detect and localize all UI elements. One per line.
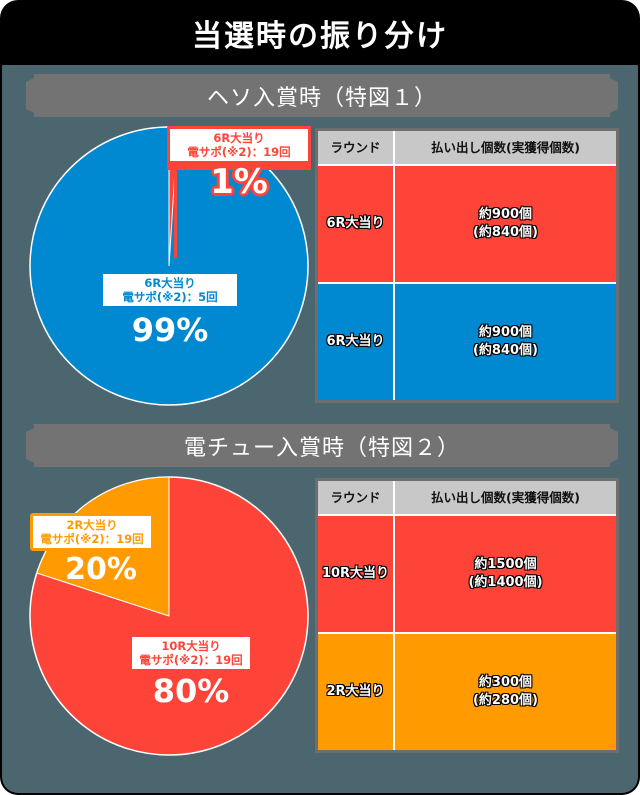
slice-label-1-line2: 電サポ(※2)：19回 xyxy=(187,145,291,159)
slice-label-20-line1: 2R大当り xyxy=(66,518,118,532)
slice-label-80-line2: 電サポ(※2)：19回 xyxy=(139,653,243,667)
table-row: 6R大当り 約900個 (約840個) xyxy=(318,282,616,400)
table-row: 2R大当り 約300個 (約280個) xyxy=(318,632,616,750)
slice-label-99-line2: 電サポ(※2)：5回 xyxy=(122,290,218,304)
section-banner-denchu: 電チュー入賞時（特図２） xyxy=(26,424,618,467)
slice-label-99-line1: 6R大当り xyxy=(144,276,196,290)
slice-percent-80: 80% xyxy=(152,672,230,710)
section-banner-heso: ヘソ入賞時（特図１） xyxy=(26,74,618,117)
header-round: ラウンド xyxy=(318,481,395,514)
header-payout: 払い出し個数(実獲得個数) xyxy=(395,481,616,514)
table-row: 6R大当り 約900個 (約840個) xyxy=(318,164,616,282)
payout-table-denchu: ラウンド 払い出し個数(実獲得個数) 10R大当り 約1500個 (約1400個… xyxy=(315,478,619,753)
pie-chart-denchu: 2R大当り 電サポ(※2)：19回 20% 10R大当り 電サポ(※2)：19回… xyxy=(29,476,309,756)
cell-round: 6R大当り xyxy=(318,166,395,282)
payout-table-heso: ラウンド 払い出し個数(実獲得個数) 6R大当り 約900個 (約840個) 6… xyxy=(315,128,619,403)
slice-label-20: 2R大当り 電サポ(※2)：19回 xyxy=(33,516,151,548)
slice-label-80-line1: 10R大当り xyxy=(161,639,221,653)
content-panel: ヘソ入賞時（特図１） 6R大当り 電サポ(※2)：19回 1% 6R大当り 電サ… xyxy=(2,65,638,793)
cell-payout: 約1500個 (約1400個) xyxy=(395,516,616,632)
cell-round: 2R大当り xyxy=(318,634,395,750)
table-header-row: ラウンド 払い出し個数(実獲得個数) xyxy=(318,131,616,164)
cell-payout: 約300個 (約280個) xyxy=(395,634,616,750)
table-header-row: ラウンド 払い出し個数(実獲得個数) xyxy=(318,481,616,514)
cell-payout: 約900個 (約840個) xyxy=(395,284,616,400)
slice-label-20-line2: 電サポ(※2)：19回 xyxy=(40,532,144,546)
cell-round: 6R大当り xyxy=(318,284,395,400)
cell-round: 10R大当り xyxy=(318,516,395,632)
callout-pointer xyxy=(174,128,177,258)
header-round: ラウンド xyxy=(318,131,395,164)
slice-label-1-line1: 6R大当り xyxy=(213,131,265,145)
slice-percent-1: 1% xyxy=(210,162,268,202)
page-title: 当選時の振り分け xyxy=(192,18,448,54)
header-payout: 払い出し個数(実獲得個数) xyxy=(395,131,616,164)
slice-label-80: 10R大当り 電サポ(※2)：19回 xyxy=(132,637,250,669)
cell-payout: 約900個 (約840個) xyxy=(395,166,616,282)
pie-svg-heso xyxy=(29,126,309,406)
slice-label-1: 6R大当り 電サポ(※2)：19回 xyxy=(170,129,308,161)
slice-percent-20: 20% xyxy=(65,552,137,587)
pie-chart-heso: 6R大当り 電サポ(※2)：19回 1% 6R大当り 電サポ(※2)：5回 99… xyxy=(29,126,311,406)
table-row: 10R大当り 約1500個 (約1400個) xyxy=(318,514,616,632)
slice-label-99: 6R大当り 電サポ(※2)：5回 xyxy=(103,274,237,306)
slice-percent-99: 99% xyxy=(131,311,209,349)
